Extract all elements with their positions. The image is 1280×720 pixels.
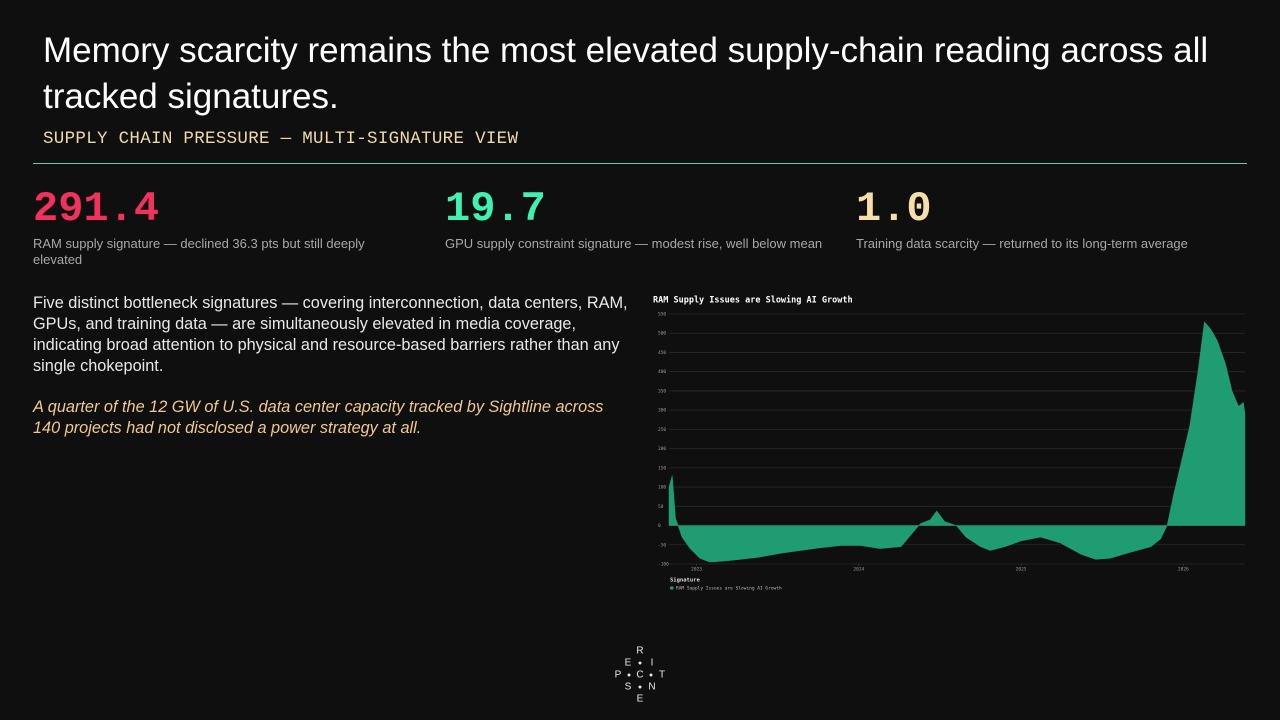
logo-letter: P <box>615 670 622 681</box>
y-tick-label: 150 <box>658 465 666 471</box>
kpi-label: Training data scarcity — returned to its… <box>856 236 1188 251</box>
body-text: Five distinct bottleneck signatures — co… <box>33 294 628 375</box>
y-tick-label: 550 <box>658 312 666 318</box>
legend-swatch <box>670 586 674 590</box>
y-tick-label: 400 <box>658 369 666 375</box>
x-tick-label: 2026 <box>1178 567 1189 573</box>
logo-dot <box>638 685 642 689</box>
logo-dot <box>638 661 642 665</box>
logo-letter: T <box>659 670 665 681</box>
chart-title: RAM Supply Issues are Slowing AI Growth <box>653 295 853 306</box>
x-tick-label: 2024 <box>853 567 864 573</box>
logo-letter: I <box>651 658 654 669</box>
y-tick-label: 300 <box>658 408 666 414</box>
y-tick-label: -100 <box>658 562 669 568</box>
y-tick-label: 500 <box>658 331 666 337</box>
logo-letter: R <box>636 646 643 657</box>
legend-title: Signature <box>670 578 700 584</box>
chart: RAM Supply Issues are Slowing AI Growth … <box>653 295 1246 592</box>
y-tick-label: 250 <box>658 427 666 433</box>
kpi: 291.4 RAM supply signature — declined 36… <box>33 186 413 268</box>
kpi-value: 291.4 <box>33 185 160 233</box>
kpi: 19.7 GPU supply constraint signature — m… <box>445 186 845 252</box>
kpi-label: RAM supply signature — declined 36.3 pts… <box>33 236 365 267</box>
y-tick-label: 350 <box>658 388 666 394</box>
kpi-value: 19.7 <box>445 185 546 233</box>
slide-title: Memory scarcity remains the most elevate… <box>43 31 1209 116</box>
y-tick-label: 0 <box>658 523 661 529</box>
area <box>668 321 1246 563</box>
divider <box>33 163 1247 164</box>
x-tick-label: 2023 <box>691 567 702 573</box>
quote: A quarter of the 12 GW of U.S. data cent… <box>33 398 604 437</box>
logo-letter: E <box>637 694 644 705</box>
kpi: 1.0 Training data scarcity — returned to… <box>856 186 1256 252</box>
x-tick-label: 2025 <box>1016 567 1027 573</box>
slide-subtitle: SUPPLY CHAIN PRESSURE — MULTI-SIGNATURE … <box>43 129 519 149</box>
logo-letter: N <box>648 682 655 693</box>
legend-label: RAM Supply Issues are Slowing AI Growth <box>676 586 782 592</box>
y-tick-label: 100 <box>658 485 666 491</box>
logo-dot <box>627 673 631 677</box>
logo-letter: S <box>625 682 632 693</box>
logo-letter: C <box>636 670 643 681</box>
y-tick-label: 450 <box>658 350 666 356</box>
logo-letter: E <box>625 658 632 669</box>
kpi-label: GPU supply constraint signature — modest… <box>445 236 823 251</box>
y-tick-label: 50 <box>658 504 664 510</box>
y-tick-label: 200 <box>658 446 666 452</box>
kpi-value: 1.0 <box>856 185 932 233</box>
logo-dot <box>649 673 653 677</box>
y-tick-label: -50 <box>658 542 666 548</box>
logo: R E I P C T S N E <box>615 646 665 705</box>
